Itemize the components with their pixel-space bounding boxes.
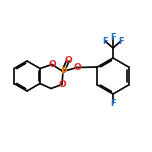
Text: O: O bbox=[58, 80, 66, 89]
Text: O: O bbox=[48, 60, 56, 69]
Text: O: O bbox=[73, 63, 81, 72]
Text: O: O bbox=[64, 56, 72, 65]
Text: F: F bbox=[102, 36, 108, 45]
Text: P: P bbox=[60, 67, 66, 76]
Text: F: F bbox=[118, 36, 124, 45]
Text: F: F bbox=[110, 33, 116, 43]
Text: F: F bbox=[110, 98, 116, 107]
